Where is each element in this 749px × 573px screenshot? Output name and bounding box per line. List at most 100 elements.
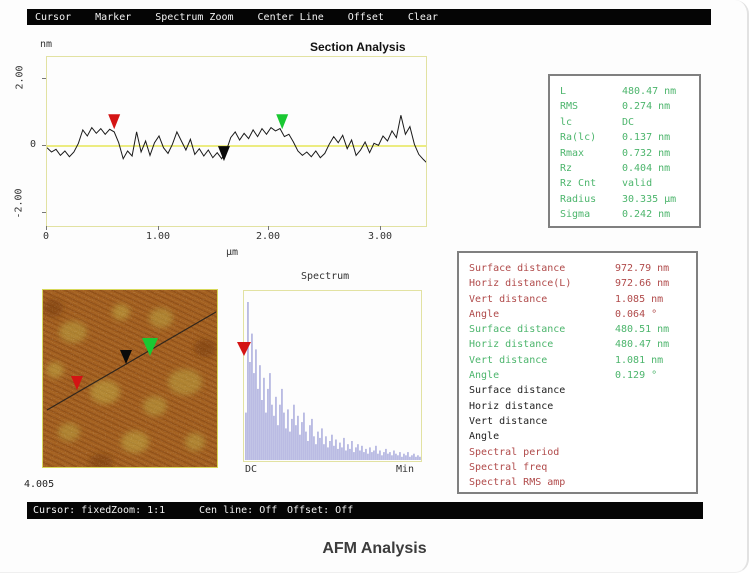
spectrum-bar	[359, 450, 361, 460]
measurement-row: Spectral RMS amp	[469, 477, 566, 489]
roughness-row: RMS 0.274 nm	[560, 101, 671, 113]
spectrum-bar	[311, 418, 313, 460]
menu-item-offset[interactable]: Offset	[347, 11, 384, 23]
spectrum-bar	[323, 444, 325, 460]
spectrum-bar	[397, 455, 399, 460]
black-marker-on-image	[120, 350, 132, 364]
x-tick-label: 0	[43, 231, 50, 242]
status-offset: Offset: Off	[287, 505, 354, 516]
menu-item-clear[interactable]: Clear	[407, 11, 438, 23]
roughness-row: Radius 30.335 µm	[560, 193, 677, 205]
spectrum-bar	[389, 452, 391, 460]
menu-item-cursor[interactable]: Cursor	[35, 11, 72, 23]
spectrum-bar	[277, 425, 279, 460]
x-tick-label: 2.00	[256, 231, 281, 242]
y-axis-unit-label: nm	[40, 39, 53, 50]
x-tick-mark	[158, 226, 159, 230]
green-marker-on-image	[142, 338, 158, 356]
spectrum-bar	[247, 302, 249, 460]
spectrum-bar	[317, 431, 319, 460]
measurement-row: Surface distance 972.79 nm	[469, 263, 670, 274]
roughness-row: Ra(lc) 0.137 nm	[560, 132, 671, 144]
status-zoom: Zoom: 1:1	[111, 505, 166, 516]
menu-item-spectrum-zoom[interactable]: Spectrum Zoom	[155, 11, 234, 23]
measurement-row: Vert distance 1.081 nm	[469, 354, 664, 366]
spectrum-bar	[245, 412, 247, 460]
spectrum-bar	[339, 442, 341, 460]
spectrum-bar	[371, 452, 373, 460]
section-trace-canvas[interactable]	[47, 57, 426, 226]
spectrum-dc-label: DC	[245, 464, 258, 475]
spectrum-bar	[401, 456, 403, 460]
spectrum-bar	[253, 373, 255, 460]
spectrum-bar	[417, 455, 419, 460]
afm-topography-image[interactable]	[42, 289, 218, 468]
spectrum-bar	[383, 452, 385, 460]
spectrum-bar	[281, 388, 283, 460]
status-bar: Cursor: fixed Zoom: 1:1 Cen line: Off Offse…	[27, 502, 703, 519]
measurement-row: Angle	[469, 431, 500, 443]
spectrum-bar	[413, 453, 415, 460]
spectrum-bar	[327, 447, 329, 460]
spectrum-bar	[347, 444, 349, 460]
spectrum-bar	[335, 439, 337, 460]
spectrum-bar	[353, 452, 355, 460]
spectrum-bar	[257, 388, 259, 460]
spectrum-bar	[305, 431, 307, 460]
spectrum-bar	[255, 349, 257, 460]
green-cursor-marker[interactable]	[276, 114, 289, 130]
spectrum-bar	[375, 445, 377, 460]
spectrum-bar	[345, 450, 347, 460]
spectrum-bar	[289, 431, 291, 460]
spectrum-bar	[419, 456, 421, 460]
spectrum-bar	[405, 455, 407, 460]
spectrum-canvas[interactable]	[244, 291, 421, 461]
menu-bar: Cursor Marker Spectrum Zoom Center Line Offs…	[27, 9, 711, 25]
spectrum-bar	[385, 448, 387, 460]
roughness-row: Rz Cnt valid	[560, 178, 653, 190]
spectrum-bar	[411, 455, 413, 460]
spectrum-bar	[309, 425, 311, 460]
spectrum-plot-area[interactable]	[243, 290, 422, 462]
spectrum-bar	[263, 377, 265, 460]
spectrum-bar	[415, 456, 417, 460]
spectrum-bar	[351, 441, 353, 460]
spectrum-bar	[307, 441, 309, 460]
measurement-row: Horiz distance	[469, 400, 554, 412]
section-plot-area[interactable]	[46, 56, 427, 227]
spectrum-bar	[265, 412, 267, 460]
red-cursor-marker[interactable]	[108, 114, 121, 130]
y-tick-mark	[42, 212, 46, 213]
spectrum-bar	[249, 362, 251, 460]
spectrum-bar	[363, 452, 365, 460]
spectrum-bar	[285, 428, 287, 460]
black-cursor-marker[interactable]	[217, 146, 230, 162]
spectrum-bar	[403, 453, 405, 460]
spectrum-bar	[329, 441, 331, 460]
measurement-row: Horiz distance 480.47 nm	[469, 339, 670, 351]
measurement-row: Horiz distance(L) 972.66 nm	[469, 278, 670, 290]
x-tick-label: 3.00	[368, 231, 393, 242]
red-spectrum-marker-icon[interactable]	[237, 342, 251, 356]
spectrum-bar	[357, 444, 359, 460]
x-tick-label: 1.00	[146, 231, 171, 242]
spectrum-bar	[331, 434, 333, 460]
spectrum-bar	[275, 396, 277, 460]
spectrum-bar	[379, 450, 381, 460]
spectrum-bar	[319, 437, 321, 460]
spectrum-bar	[369, 447, 371, 460]
menu-item-center-line[interactable]: Center Line	[257, 11, 324, 23]
roughness-stats-panel: L 480.47 nm RMS 0.274 nm lc DC Ra(lc) 0.137 nm R…	[548, 74, 701, 228]
roughness-row: Sigma 0.242 nm	[560, 209, 671, 221]
spectrum-bar	[367, 453, 369, 460]
spectrum-bar	[283, 412, 285, 460]
spectrum-bar	[355, 447, 357, 460]
status-cursor: Cursor: fixed	[33, 505, 112, 516]
status-cen-line: Cen line: Off	[199, 505, 278, 516]
y-tick-label: 2.00	[14, 65, 26, 90]
measurement-row: Surface distance	[469, 385, 566, 397]
menu-item-marker[interactable]: Marker	[95, 11, 132, 23]
spectrum-bar	[349, 448, 351, 460]
spectrum-bar	[395, 453, 397, 460]
